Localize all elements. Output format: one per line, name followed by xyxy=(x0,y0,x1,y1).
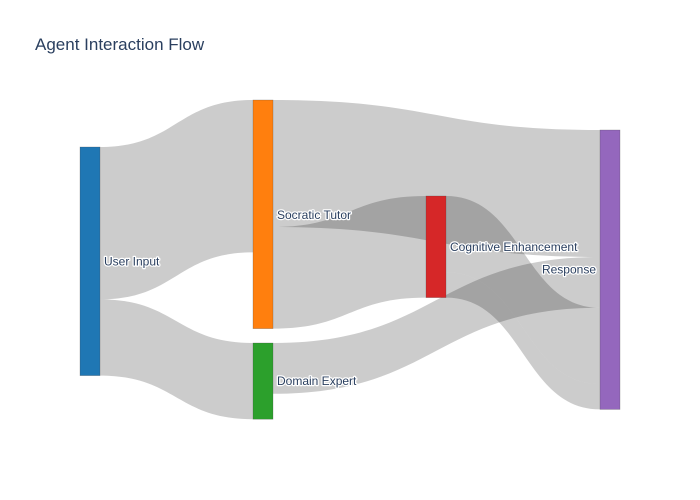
links-layer xyxy=(100,100,600,420)
node-label-response: Response xyxy=(542,263,596,277)
link-user_input-to-domain_expert-1[interactable] xyxy=(100,299,253,420)
node-label-cognitive-enhancement: Cognitive Enhancement xyxy=(450,240,578,254)
node-label-socratic-tutor: Socratic Tutor xyxy=(277,208,351,222)
node-user-input[interactable] xyxy=(79,146,101,376)
link-cognitive_enhancement-to-response-5[interactable] xyxy=(446,196,600,384)
link-domain_expert-to-response-4[interactable] xyxy=(273,257,600,394)
node-response[interactable] xyxy=(599,129,621,410)
link-cognitive_enhancement-to-response-6[interactable] xyxy=(446,272,600,410)
labels-layer: User Input Socratic Tutor Domain Expert Cog… xyxy=(103,207,598,390)
node-label-domain-expert: Domain Expert xyxy=(277,374,357,388)
chart-title: Agent Interaction Flow xyxy=(35,35,205,54)
node-socratic-tutor[interactable] xyxy=(252,99,274,329)
node-label-user-input: User Input xyxy=(104,254,160,268)
link-socratic_tutor-to-response-2[interactable] xyxy=(273,100,600,257)
node-cognitive-enhancement[interactable] xyxy=(425,195,447,298)
node-domain-expert[interactable] xyxy=(252,342,274,420)
link-user_input-to-socratic_tutor-0[interactable] xyxy=(100,100,253,300)
link-socratic_tutor-to-cognitive_enhancement-3[interactable] xyxy=(273,196,426,329)
nodes-layer xyxy=(79,99,621,420)
